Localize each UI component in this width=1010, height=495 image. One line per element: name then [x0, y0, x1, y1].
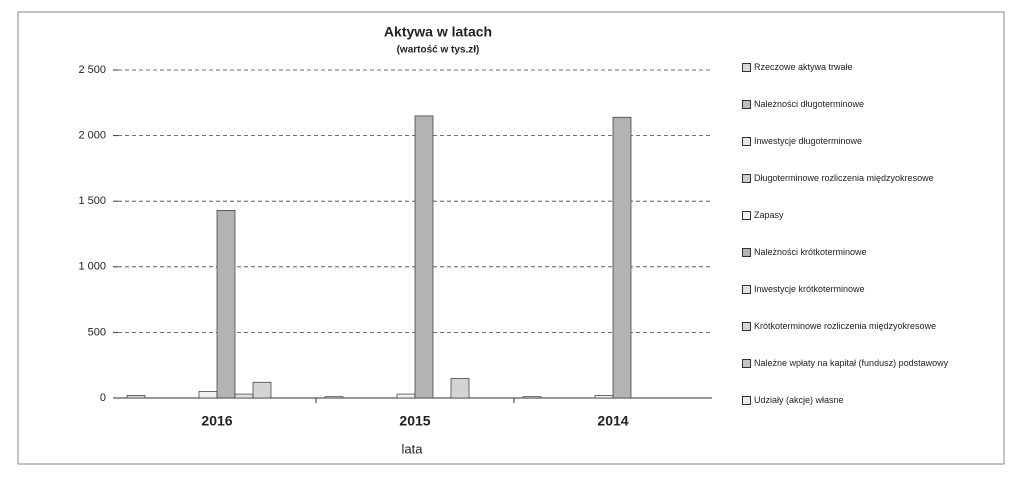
bar [324, 396, 344, 399]
legend-entry: Należne wpłaty na kapitał (fundusz) pods… [742, 358, 997, 395]
legend-entry: Inwestycje długoterminowe [742, 136, 997, 173]
chart-border [17, 11, 1005, 465]
legend-entry: Udziały (akcje) własne [742, 395, 997, 432]
chart-title: Aktywa w latach [384, 24, 492, 40]
legend: Rzeczowe aktywa trwałe Należności długote… [742, 62, 997, 432]
legend-entry: Inwestycje krótkoterminowe [742, 284, 997, 321]
legend-swatch [742, 211, 751, 220]
bar [216, 210, 236, 399]
legend-swatch [742, 174, 751, 183]
legend-swatch [742, 137, 751, 146]
bar [396, 393, 416, 399]
bar [522, 396, 542, 399]
y-tick-label: 1 000 [78, 261, 106, 273]
bar [234, 393, 254, 399]
legend-swatch [742, 63, 751, 72]
legend-swatch [742, 359, 751, 368]
bar [450, 377, 470, 399]
y-tick-label: 1 500 [78, 195, 106, 207]
legend-label: Należności długoterminowe [754, 99, 865, 109]
legend-swatch [742, 100, 751, 109]
legend-entry: Należności krótkoterminowe [742, 247, 997, 284]
x-tick-label: 2015 [399, 413, 430, 429]
y-tick-label: 2 000 [78, 130, 106, 142]
y-tick-label: 500 [88, 326, 106, 338]
legend-swatch [742, 248, 751, 257]
legend-label: Długoterminowe rozliczenia międzyokresow… [754, 173, 934, 183]
bar [252, 381, 272, 399]
legend-label: Udziały (akcje) własne [754, 395, 844, 405]
legend-label: Rzeczowe aktywa trwałe [754, 62, 853, 72]
legend-entry: Należności długoterminowe [742, 99, 997, 136]
y-tick-label: 0 [100, 392, 106, 404]
legend-label: Zapasy [754, 210, 784, 220]
legend-entry: Krótkoterminowe rozliczenia międzyokreso… [742, 321, 997, 358]
legend-label: Krótkoterminowe rozliczenia międzyokreso… [754, 321, 937, 331]
legend-label: Należne wpłaty na kapitał (fundusz) pods… [754, 358, 949, 368]
bar [414, 115, 434, 399]
legend-label: Inwestycje krótkoterminowe [754, 284, 865, 294]
x-axis-label: lata [402, 441, 424, 456]
legend-swatch [742, 322, 751, 331]
legend-swatch [742, 396, 751, 405]
x-tick-label: 2014 [597, 413, 628, 429]
bar [126, 395, 146, 399]
x-tick-label: 2016 [201, 413, 232, 429]
chart-subtitle: (wartość w tys.zł) [397, 45, 480, 56]
legend-swatch [742, 285, 751, 294]
legend-entry: Rzeczowe aktywa trwałe [742, 62, 997, 99]
bar [612, 116, 632, 399]
y-tick-label: 2 500 [78, 64, 106, 76]
legend-label: Inwestycje długoterminowe [754, 136, 863, 146]
bar [594, 395, 614, 399]
legend-entry: Zapasy [742, 210, 997, 247]
legend-label: Należności krótkoterminowe [754, 247, 867, 257]
bar [198, 391, 218, 399]
legend-entry: Długoterminowe rozliczenia międzyokresow… [742, 173, 997, 210]
